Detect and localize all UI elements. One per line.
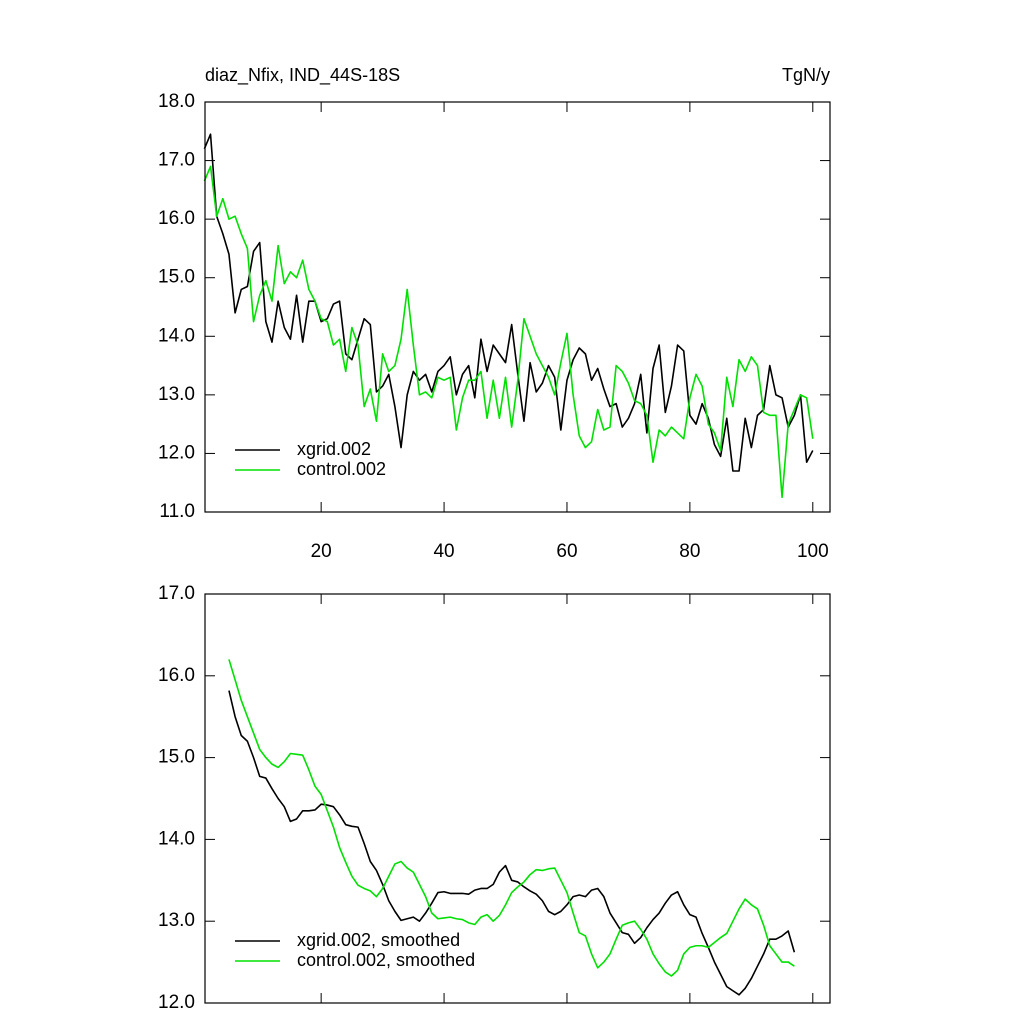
y-tick-label: 15.0 — [158, 747, 195, 768]
x-tick-label: 60 — [556, 541, 577, 562]
series-line — [228, 659, 795, 977]
legend-label: control.002 — [297, 459, 386, 479]
plot-frame — [204, 593, 831, 1004]
y-tick-label: 12.0 — [158, 442, 195, 463]
y-tick-label: 15.0 — [158, 267, 195, 288]
plot-frame — [204, 101, 831, 513]
y-tick-label: 13.0 — [158, 384, 195, 405]
x-tick-label: 100 — [797, 541, 829, 562]
x-tick-label: 20 — [311, 541, 332, 562]
x-tick-label: 80 — [679, 541, 700, 562]
y-tick-label: 14.0 — [158, 828, 195, 849]
y-tick-label: 18.0 — [158, 91, 195, 112]
y-tick-label: 17.0 — [158, 150, 195, 171]
legend-label: control.002, smoothed — [297, 950, 475, 970]
series-line — [228, 690, 796, 996]
legend-label: xgrid.002 — [297, 439, 371, 459]
y-tick-label: 16.0 — [158, 665, 195, 686]
y-tick-label: 16.0 — [158, 208, 195, 229]
x-tick-label: 40 — [433, 541, 454, 562]
y-tick-label: 12.0 — [158, 992, 195, 1013]
series-line — [203, 133, 814, 472]
series-line — [203, 165, 814, 499]
units-label: TgN/y — [782, 65, 830, 85]
chart-title: diaz_Nfix, IND_44S-18S — [205, 65, 400, 86]
y-tick-label: 17.0 — [158, 583, 195, 604]
y-tick-label: 13.0 — [158, 910, 195, 931]
y-tick-label: 11.0 — [159, 501, 195, 522]
legend-label: xgrid.002, smoothed — [297, 930, 460, 950]
y-tick-label: 14.0 — [158, 325, 195, 346]
